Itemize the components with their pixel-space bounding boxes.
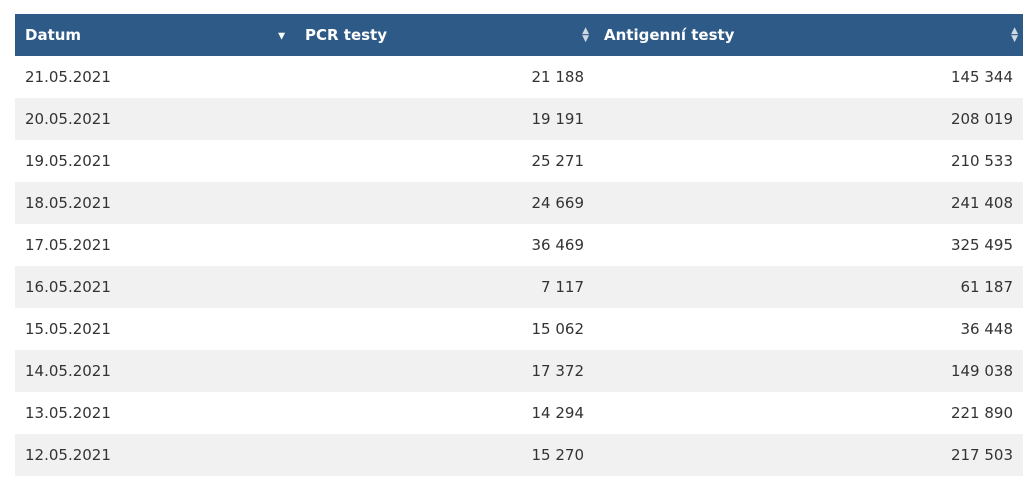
cell-date: 12.05.2021 — [25, 446, 111, 464]
column-header-antigen-label: Antigenní testy — [604, 26, 735, 44]
cell-antigen: 149 038 — [950, 362, 1013, 380]
table-row: 21.05.2021 21 188 145 344 — [15, 56, 1023, 98]
cell-antigen: 145 344 — [950, 68, 1013, 86]
cell-antigen: 36 448 — [960, 320, 1014, 338]
cell-pcr: 19 191 — [531, 110, 585, 128]
cell-pcr: 25 271 — [531, 152, 585, 170]
cell-date: 15.05.2021 — [25, 320, 111, 338]
cell-date: 14.05.2021 — [25, 362, 111, 380]
cell-date: 21.05.2021 — [25, 68, 111, 86]
cell-antigen: 61 187 — [960, 278, 1014, 296]
column-header-antigen[interactable]: Antigenní testy ▲ ▼ — [594, 14, 1023, 56]
cell-date: 17.05.2021 — [25, 236, 111, 254]
table-row: 15.05.2021 15 062 36 448 — [15, 308, 1023, 350]
data-table-container: Datum ▼ PCR testy ▲ ▼ Antigenní testy ▲ ▼ … — [15, 14, 1023, 476]
cell-date: 20.05.2021 — [25, 110, 111, 128]
cell-antigen: 208 019 — [950, 110, 1013, 128]
table-row: 13.05.2021 14 294 221 890 — [15, 392, 1023, 434]
cell-antigen: 210 533 — [950, 152, 1013, 170]
cell-date: 16.05.2021 — [25, 278, 111, 296]
sort-both-icon[interactable]: ▲ ▼ — [1011, 26, 1018, 44]
column-header-date[interactable]: Datum ▼ — [15, 14, 295, 56]
table-row: 19.05.2021 25 271 210 533 — [15, 140, 1023, 182]
cell-pcr: 15 062 — [531, 320, 585, 338]
cell-date: 18.05.2021 — [25, 194, 111, 212]
cell-date: 13.05.2021 — [25, 404, 111, 422]
cell-pcr: 7 117 — [541, 278, 584, 296]
column-header-date-label: Datum — [25, 26, 82, 44]
header-row: Datum ▼ PCR testy ▲ ▼ Antigenní testy ▲ ▼ — [15, 14, 1023, 56]
table-row: 20.05.2021 19 191 208 019 — [15, 98, 1023, 140]
table-row: 12.05.2021 15 270 217 503 — [15, 434, 1023, 476]
cell-pcr: 15 270 — [531, 446, 585, 464]
table-body: 21.05.2021 21 188 145 344 20.05.2021 19 … — [15, 56, 1023, 476]
sort-both-icon[interactable]: ▲ ▼ — [582, 26, 589, 44]
cell-pcr: 24 669 — [531, 194, 585, 212]
cell-date: 19.05.2021 — [25, 152, 111, 170]
cell-antigen: 241 408 — [950, 194, 1013, 212]
cell-antigen: 217 503 — [950, 446, 1013, 464]
cell-pcr: 17 372 — [531, 362, 585, 380]
table-header: Datum ▼ PCR testy ▲ ▼ Antigenní testy ▲ ▼ — [15, 14, 1023, 56]
tests-table: Datum ▼ PCR testy ▲ ▼ Antigenní testy ▲ ▼ … — [15, 14, 1023, 476]
cell-antigen: 221 890 — [950, 404, 1013, 422]
table-row: 18.05.2021 24 669 241 408 — [15, 182, 1023, 224]
table-row: 14.05.2021 17 372 149 038 — [15, 350, 1023, 392]
cell-pcr: 36 469 — [531, 236, 585, 254]
table-row: 16.05.2021 7 117 61 187 — [15, 266, 1023, 308]
cell-pcr: 14 294 — [531, 404, 585, 422]
cell-pcr: 21 188 — [531, 68, 585, 86]
sort-descending-icon[interactable]: ▼ — [278, 31, 285, 42]
column-header-pcr-label: PCR testy — [305, 26, 387, 44]
column-header-pcr[interactable]: PCR testy ▲ ▼ — [295, 14, 594, 56]
cell-antigen: 325 495 — [950, 236, 1013, 254]
table-row: 17.05.2021 36 469 325 495 — [15, 224, 1023, 266]
